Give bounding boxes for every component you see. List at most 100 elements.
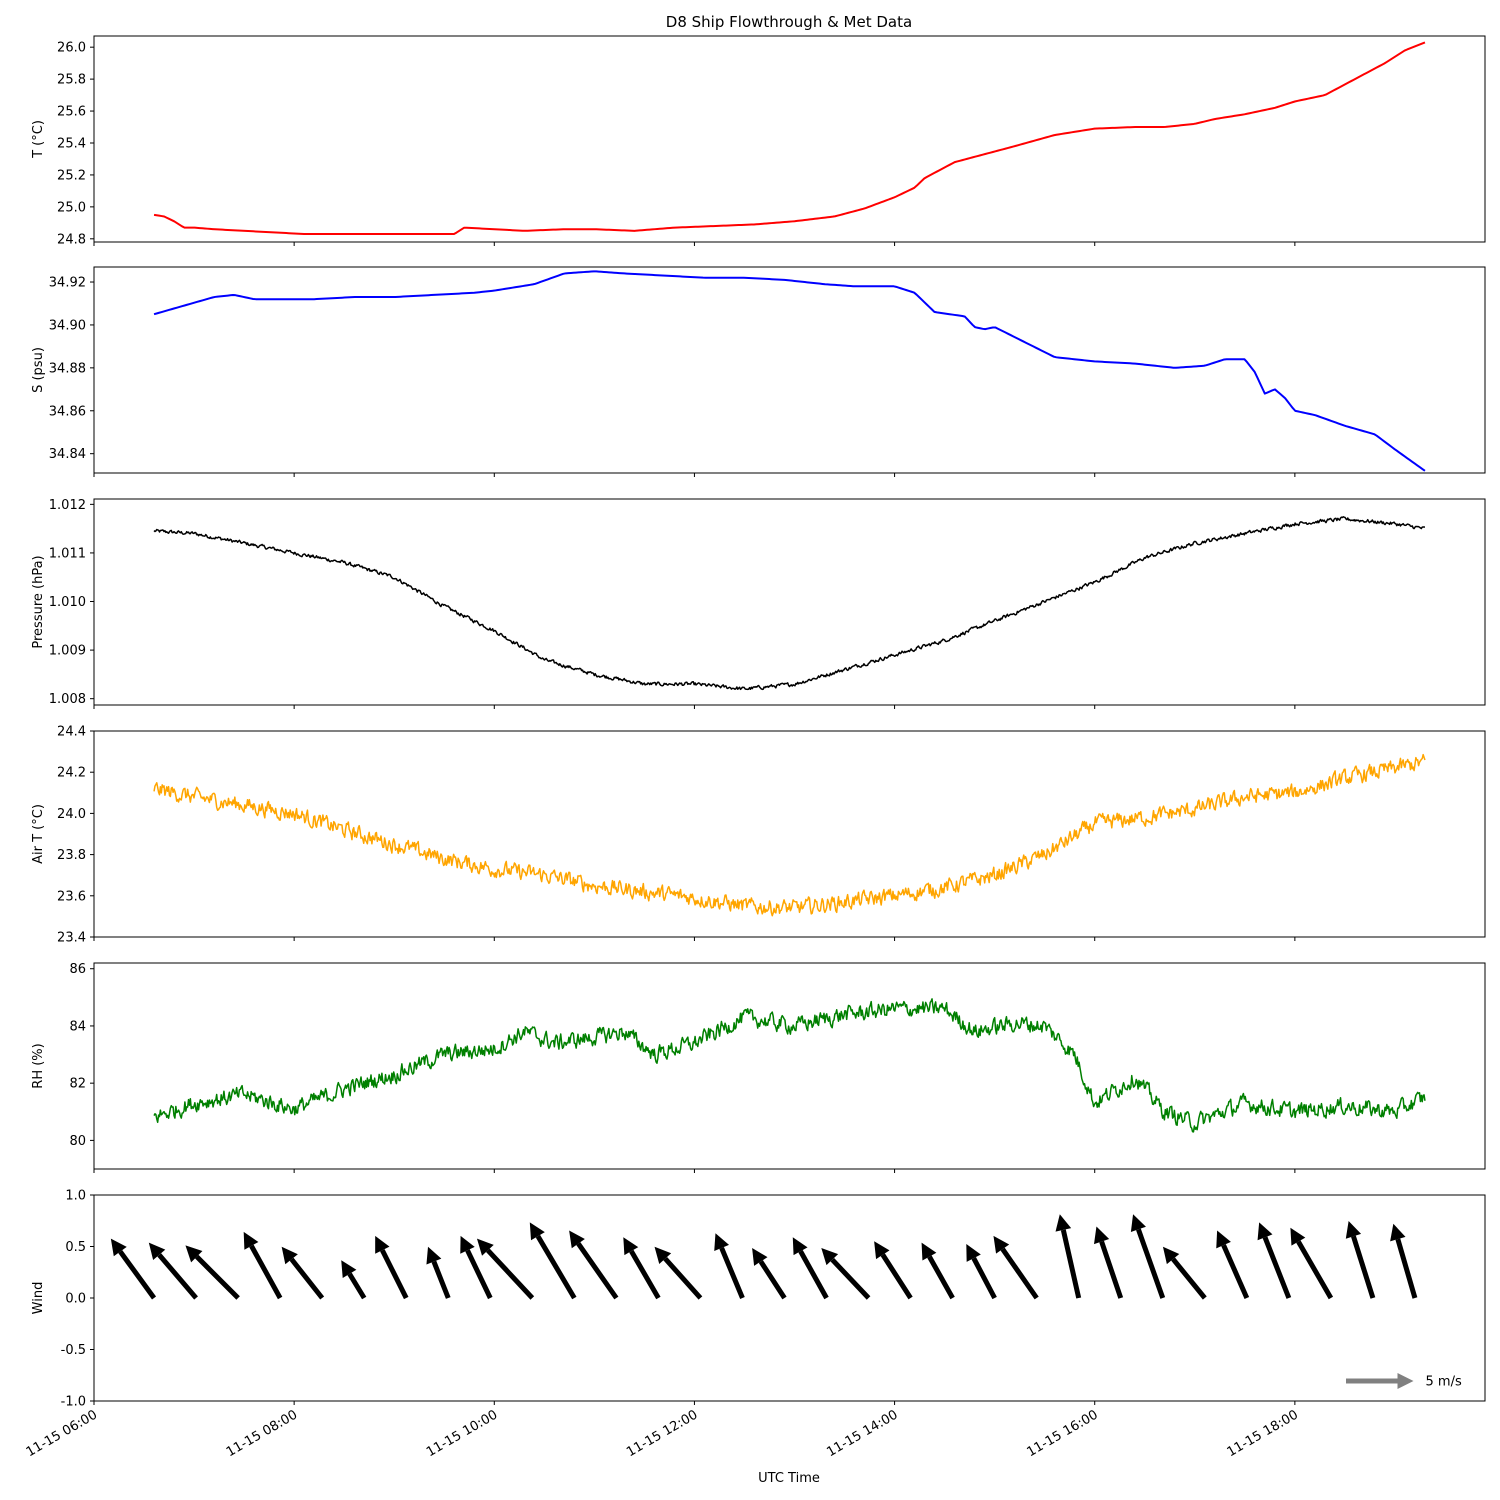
wind-arrow-shaft [1136,1228,1166,1299]
y-tick-label: 23.8 [57,848,86,863]
wind-arrow-shaft [157,1253,198,1300]
wind-arrow-shaft [798,1250,829,1300]
wind-arrow-head [1130,1214,1146,1233]
wind-arrow-head [148,1242,166,1261]
y-tick-label: 1.0 [65,1189,86,1204]
quiver-key-arrowhead [1397,1373,1414,1389]
wind-arrow-head [426,1246,442,1265]
y-tick-label: 1.009 [49,644,86,659]
wind-arrow [1345,1221,1376,1299]
y-tick-label: 25.4 [57,136,86,151]
panel-2: 34.84 34.86 34.88 34.90 34.92 S (psu) [31,266,1486,477]
wind-arrow-shaft [927,1255,955,1300]
y-tick-label: 80 [69,1134,86,1149]
wind-arrow [921,1242,955,1300]
wind-arrow-head [874,1241,890,1260]
wind-arrow-shaft [289,1257,325,1300]
y-axis-label: Wind [31,1282,46,1315]
wind-arrow-shaft [830,1257,871,1300]
y-tick-label: 24.4 [57,725,86,740]
y-axis-label: T (°C) [31,120,46,159]
wind-arrow-head [1390,1223,1406,1242]
y-tick-label: 25.2 [57,168,86,183]
wind-arrow-shaft [880,1253,913,1300]
wind-arrow [966,1244,997,1300]
wind-arrow-head [569,1230,585,1249]
y-tick-label: -0.5 [61,1343,86,1358]
wind-arrow [1094,1226,1124,1299]
wind-arrow-head [654,1246,672,1264]
wind-arrow-head [1094,1226,1110,1245]
wind-arrow [752,1248,787,1300]
wind-arrow [1390,1223,1418,1299]
wind-arrow-shaft [1099,1240,1124,1299]
wind-arrow-head [529,1222,545,1241]
series-line [153,998,1426,1133]
x-tick-label: 11-15 18:00 [1225,1407,1301,1460]
panels: 24.825.025.225.425.625.826.0T (°C)34.843… [24,35,1486,1460]
y-tick-label: 23.4 [57,931,86,946]
wind-arrow-head [752,1248,768,1266]
y-axis-label: RH (%) [31,1043,46,1088]
wind-arrow [1162,1246,1207,1300]
wind-arrow-head [792,1237,808,1256]
series-line [153,753,1426,917]
wind-arrow-head [243,1231,259,1250]
wind-arrow [569,1230,619,1300]
wind-arrow-shaft [663,1256,703,1300]
wind-arrow [185,1245,240,1300]
wind-arrow-head [185,1245,203,1263]
wind-arrow-head [476,1238,494,1256]
wind-arrow-shaft [465,1249,493,1300]
x-tick-label: 11-15 12:00 [624,1407,700,1460]
wind-arrow-head [1055,1214,1072,1232]
wind-arrow-shaft [249,1244,283,1300]
wind-arrow [1130,1214,1166,1299]
y-tick-label: 34.84 [49,447,86,462]
panel-1: 24.8 25.0 25.2 25.4 25.6 25.8 26.0 T (°C) [31,35,1486,247]
wind-arrow-head [375,1235,390,1254]
wind-arrow-head [110,1238,127,1257]
y-axis-label: Air T (°C) [31,804,46,864]
wind-arrow-head [966,1244,981,1262]
y-tick-label: 34.90 [49,318,86,333]
x-tick-label: 11-15 08:00 [224,1407,300,1460]
wind-arrow-shaft [431,1260,451,1299]
y-tick-label: 25.6 [57,105,86,120]
wind-arrow-shaft [1296,1240,1334,1300]
y-tick-label: 0.5 [65,1240,86,1255]
wind-arrow [148,1242,198,1300]
y-tick-label: 25.0 [57,200,86,215]
wind-arrow [1055,1214,1082,1299]
wind-arrow-shaft [758,1260,787,1300]
wind-arrow-head [460,1235,475,1254]
wind-arrow-shaft [486,1248,535,1300]
axes-frame [93,266,1486,474]
wind-arrow-shaft [576,1242,619,1300]
wind-arrow-shaft [1395,1238,1418,1299]
wind-arrow-shaft [1351,1235,1376,1299]
wind-arrow [281,1246,325,1300]
y-tick-label: 24.2 [57,766,86,781]
wind-arrow [110,1238,157,1300]
wind-arrow [341,1260,367,1300]
y-tick-label: 34.88 [49,361,86,376]
panel-5: 80 82 84 86 RH (%) [31,962,1486,1173]
wind-arrow-shaft [1000,1247,1039,1300]
wind-arrow-head [714,1233,730,1252]
wind-arrow-shaft [719,1247,745,1299]
y-tick-label: -1.0 [61,1395,86,1410]
wind-arrow-shaft [1171,1257,1207,1300]
wind-arrow-shaft [1262,1236,1292,1299]
y-axis-label: Pressure (hPa) [31,555,46,648]
wind-arrow [821,1248,871,1300]
wind-arrow-head [1162,1246,1180,1265]
quiver-key-label: 5 m/s [1426,1375,1462,1390]
wind-arrow [714,1233,745,1299]
y-axis-label: S (psu) [31,347,46,393]
y-tick-label: 24.8 [57,232,86,247]
wind-arrow-shaft [380,1249,409,1300]
y-tick-label: 34.92 [49,276,86,291]
panel-4: 23.4 23.6 23.8 24.0 24.2 24.4 Air T (°C) [31,725,1486,946]
wind-arrow-shaft [118,1250,157,1300]
